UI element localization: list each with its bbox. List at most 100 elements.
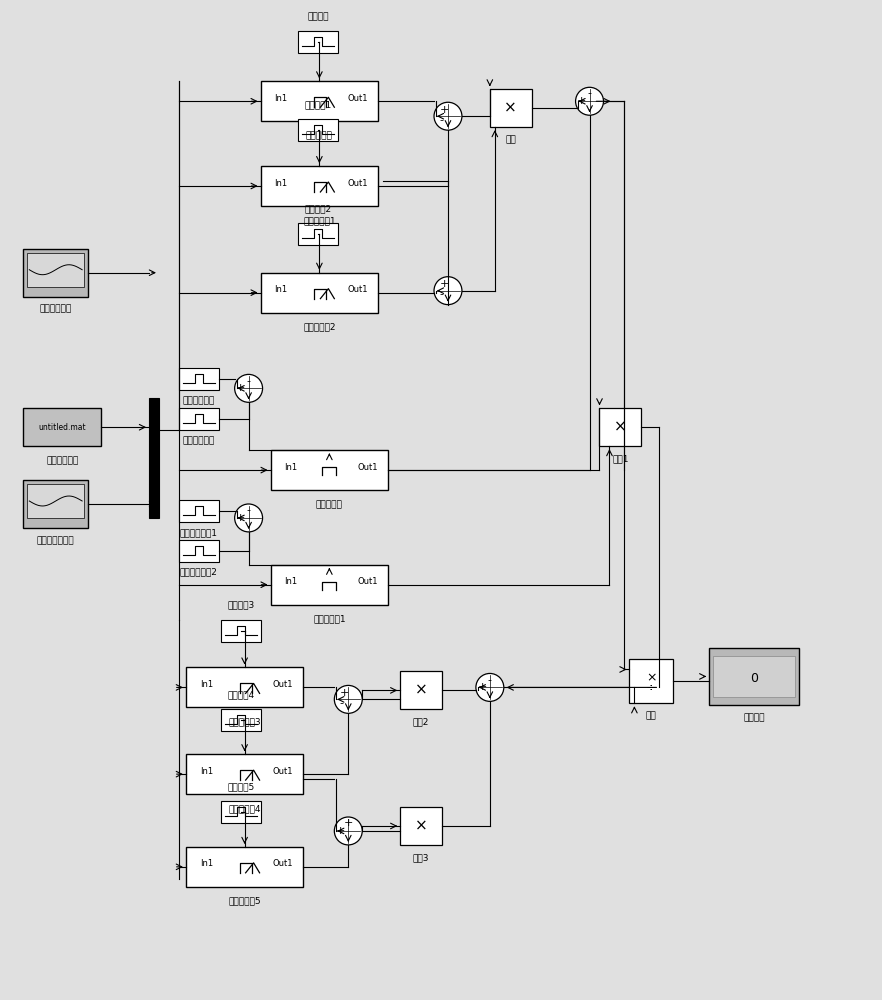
Bar [630, 659, 673, 703]
Bar [709, 648, 799, 705]
Text: 触发子系统4: 触发子系统4 [228, 804, 261, 813]
Text: Out1: Out1 [273, 680, 294, 689]
Text: +: + [236, 513, 245, 523]
Text: 采样时刻: 采样时刻 [308, 13, 329, 22]
Text: +: + [577, 96, 587, 106]
Text: 电容器支路电流: 电容器支路电流 [37, 536, 75, 545]
Text: ×: × [415, 683, 428, 698]
Bar [271, 565, 388, 605]
Text: 触发子系统3: 触发子系统3 [228, 717, 261, 726]
Text: 积分区间下限: 积分区间下限 [183, 396, 215, 405]
Bar [400, 807, 442, 845]
Text: 触发子系统1: 触发子系统1 [303, 216, 336, 225]
Text: +: + [236, 383, 245, 393]
Text: -: - [439, 115, 444, 125]
Text: In1: In1 [285, 463, 297, 472]
Circle shape [334, 685, 363, 713]
Text: 电容器端电压: 电容器端电压 [40, 305, 71, 314]
Text: 触发子系统2: 触发子系统2 [303, 323, 336, 332]
Text: In1: In1 [285, 577, 297, 586]
Text: Out1: Out1 [348, 179, 368, 188]
Text: 采样时刻1: 采样时刻1 [305, 100, 332, 109]
Text: 触发子系统5: 触发子系统5 [228, 897, 261, 906]
Text: Out1: Out1 [273, 859, 294, 868]
Text: 使能子系统: 使能子系统 [316, 500, 343, 509]
Text: -: - [247, 376, 250, 386]
Text: 除法: 除法 [646, 711, 657, 720]
Text: +: + [477, 682, 487, 692]
Bar [298, 119, 339, 141]
Bar [220, 709, 260, 731]
Bar [490, 89, 532, 127]
Text: In1: In1 [199, 767, 213, 776]
Text: ×: × [415, 818, 428, 833]
Circle shape [334, 817, 363, 845]
Bar [186, 667, 303, 707]
Bar [260, 273, 378, 313]
Bar [298, 31, 339, 53]
Text: +: + [344, 818, 353, 828]
Text: untitled.mat: untitled.mat [39, 423, 86, 432]
Text: 采样时刻4: 采样时刻4 [227, 690, 254, 699]
Bar [186, 754, 303, 794]
Text: 乘法3: 乘法3 [413, 853, 430, 862]
Text: +: + [439, 279, 449, 289]
Circle shape [434, 102, 462, 130]
Bar [260, 166, 378, 206]
Text: ×: × [647, 671, 656, 684]
Text: -: - [488, 675, 492, 685]
Bar [27, 253, 84, 287]
Circle shape [476, 673, 504, 701]
Circle shape [434, 277, 462, 305]
Bar [220, 801, 260, 823]
Circle shape [576, 87, 603, 115]
Text: Out1: Out1 [358, 463, 378, 472]
Bar [260, 81, 378, 121]
Text: 乘法1: 乘法1 [612, 454, 629, 463]
Bar [271, 450, 388, 490]
Bar [23, 408, 101, 446]
Circle shape [235, 374, 263, 402]
Text: 乘法: 乘法 [505, 135, 516, 144]
Text: Out1: Out1 [348, 285, 368, 294]
Text: +: + [439, 105, 449, 115]
Bar [23, 249, 88, 297]
Bar [179, 368, 219, 390]
Bar [23, 480, 88, 528]
Bar [186, 847, 303, 887]
Text: ×: × [505, 101, 517, 116]
Bar [27, 484, 84, 518]
Text: ×: × [614, 420, 627, 435]
Text: 积分区间上限: 积分区间上限 [183, 436, 215, 445]
Text: 采样数据文件: 采样数据文件 [46, 456, 78, 465]
Text: -: - [247, 505, 250, 515]
Text: 显示窗口: 显示窗口 [744, 713, 765, 722]
Text: 触发子系统: 触发子系统 [306, 131, 333, 140]
Bar [298, 223, 339, 245]
Text: In1: In1 [274, 285, 288, 294]
Bar [149, 398, 159, 518]
Text: 积分区间下限1: 积分区间下限1 [180, 528, 218, 537]
Text: In1: In1 [199, 859, 213, 868]
Bar [179, 540, 219, 562]
Bar [179, 500, 219, 522]
Text: +: + [340, 688, 349, 698]
Bar [600, 408, 641, 446]
Text: 采样时刻5: 采样时刻5 [227, 782, 254, 791]
Text: Out1: Out1 [348, 94, 368, 103]
Text: Out1: Out1 [273, 767, 294, 776]
Bar [220, 620, 260, 642]
Text: ÷: ÷ [646, 681, 656, 694]
Bar [179, 408, 219, 430]
Text: 使能子系统1: 使能子系统1 [313, 615, 346, 624]
Text: In1: In1 [199, 680, 213, 689]
Circle shape [235, 504, 263, 532]
Text: 采样时刻2: 采样时刻2 [305, 204, 332, 213]
Text: In1: In1 [274, 94, 288, 103]
Text: Out1: Out1 [358, 577, 378, 586]
Text: -: - [340, 698, 344, 708]
Bar [714, 656, 795, 697]
Bar [400, 671, 442, 709]
Text: -: - [587, 89, 592, 99]
Text: +: + [336, 826, 346, 836]
